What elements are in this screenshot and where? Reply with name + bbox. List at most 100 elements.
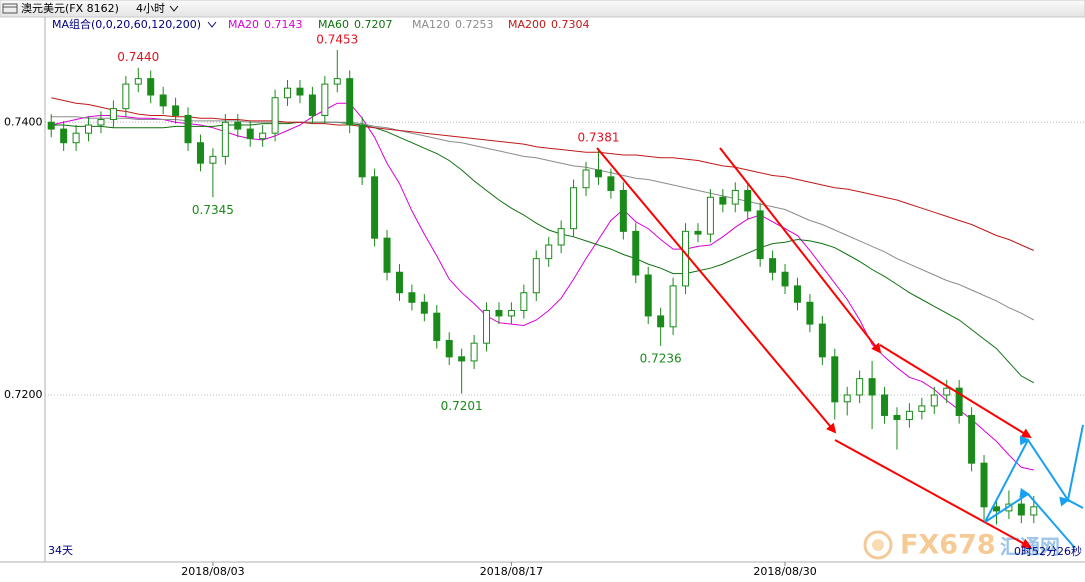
candle-body [172,105,180,116]
legend-value: 0.7304 [551,18,590,31]
candle-body [793,285,801,303]
candle-body [470,342,478,362]
candle-body [968,414,976,464]
candle-body [196,142,204,164]
candle-body [632,230,640,276]
ma-dropdown-icon[interactable] [207,21,217,28]
candle-body [308,94,316,116]
candle-body [147,78,155,96]
period-selector[interactable]: 4小时 [136,2,165,15]
candle-body [246,128,254,140]
legend-value: 0.7207 [354,18,393,31]
candle-body [507,309,515,317]
candle-body [1030,506,1038,516]
legend-name: MA60 [318,18,349,31]
candle-body [719,196,727,205]
candle-body [445,339,453,358]
candle-body [271,97,279,134]
candle-body [221,121,229,157]
candle-body [694,230,702,235]
candle-body [557,228,565,246]
candle-body [134,78,142,85]
candle-body [383,237,391,273]
top-bar [0,0,1085,18]
candle-body [532,258,540,294]
candle-body [806,301,814,325]
x-tick-label: 2018/08/17 [480,565,543,578]
candle-body [856,378,864,396]
plot-area: 0.7400 0.7200 2018/08/03 2018/08/17 2018/08/… [4,33,1085,578]
low-label: 0.7201 [441,399,483,413]
ma-line [51,121,1035,384]
candle-body [731,189,739,205]
candle-body [72,132,80,144]
candle-body [769,258,777,273]
window-icon[interactable] [2,3,18,14]
candle-body [657,315,665,328]
candle-body [669,285,677,328]
countdown: 0时52分26秒 [1014,544,1082,558]
candle-body [582,169,590,189]
high-label: 0.7453 [316,33,358,47]
candle-body [781,271,789,287]
candle-body [234,121,242,130]
candle-body [408,292,416,303]
candle-body [868,378,876,396]
candle-body [85,124,93,134]
instrument-title[interactable]: 澳元美元(FX 8162) [21,2,119,15]
legend-value: 0.7143 [264,18,303,31]
candle-body [109,108,117,121]
candle-body [594,169,602,178]
ma-line [51,116,1035,321]
candle-body [918,405,926,412]
low-label: 0.7345 [192,203,234,217]
span-label: 34天 [48,544,73,557]
candle-body [495,309,503,317]
candle-body [706,196,714,235]
ma-group[interactable]: MA组合(0,0,20,60,120,200) [52,17,201,31]
candle-body [619,189,627,232]
blue-forecast-drawings [984,424,1084,549]
candle-body [881,394,889,416]
candle-body [333,78,341,85]
candle-body [483,309,491,344]
candle-body [97,119,105,126]
candle-body [47,121,55,130]
candle-body [992,506,1000,512]
candle-body [943,387,951,396]
candle-body [209,155,217,164]
candle-body [520,292,528,311]
candle-body [570,187,578,230]
candle-body [358,124,366,178]
y-tick-label: 0.7200 [4,388,43,401]
candle-body [159,94,167,107]
candle-body [818,323,826,358]
x-tick-label: 2018/08/30 [753,565,816,578]
candle-body [893,414,901,421]
candle-body [122,83,130,110]
candle-body [744,189,752,212]
candle-body [607,176,615,191]
candle-body [843,394,851,403]
candle-body [831,356,839,403]
candle-body [955,387,963,416]
candle-body [184,114,192,144]
period-dropdown-icon[interactable] [169,5,179,12]
candle-body [980,462,988,508]
red-trend-drawings [596,147,1032,548]
watermark-brand: FX678 [900,530,996,561]
candle-body [433,312,441,341]
candle-body [259,132,267,140]
legend-value: 0.7253 [455,18,494,31]
candle-body [756,210,764,260]
watermark-logo [863,530,893,560]
candle-body [545,244,553,260]
candle-body [644,274,652,317]
legend-name: MA200 [508,18,546,31]
y-tick-label: 0.7400 [4,115,43,128]
high-label: 0.7440 [117,50,159,64]
candle-body [905,410,913,421]
